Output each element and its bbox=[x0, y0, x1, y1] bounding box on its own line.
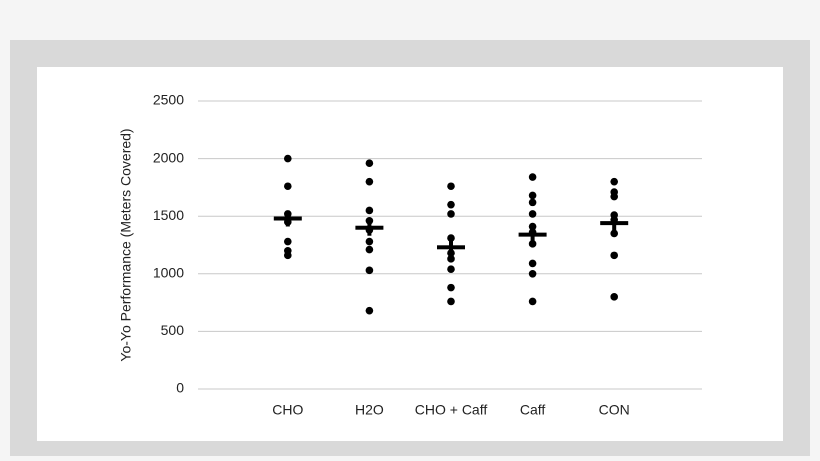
x-tick-label: Caff bbox=[520, 402, 546, 418]
data-point bbox=[365, 206, 374, 215]
data-point bbox=[284, 251, 292, 260]
data-point bbox=[284, 237, 292, 246]
data-point bbox=[610, 177, 618, 186]
data-point bbox=[610, 192, 618, 201]
data-point bbox=[447, 182, 455, 191]
data-point bbox=[528, 270, 537, 278]
data-point bbox=[447, 297, 455, 306]
data-point bbox=[528, 191, 537, 200]
mean-tick bbox=[530, 226, 535, 243]
data-point bbox=[528, 297, 537, 306]
x-tick-label: H2O bbox=[355, 402, 384, 418]
data-point bbox=[528, 259, 537, 268]
data-point bbox=[610, 251, 618, 260]
data-point bbox=[365, 266, 374, 275]
data-point bbox=[365, 306, 374, 315]
data-point bbox=[365, 177, 374, 186]
y-tick-label: 1500 bbox=[153, 207, 184, 223]
data-point bbox=[284, 154, 292, 163]
data-point bbox=[610, 229, 618, 238]
data-point bbox=[528, 173, 537, 181]
x-tick-label: CHO bbox=[272, 402, 303, 418]
data-point bbox=[528, 210, 537, 218]
mean-tick bbox=[367, 219, 372, 236]
data-point bbox=[447, 210, 455, 218]
y-tick-label: 2500 bbox=[153, 92, 184, 108]
data-point bbox=[365, 237, 374, 246]
data-point bbox=[528, 198, 537, 207]
x-tick-label: CON bbox=[599, 402, 630, 418]
data-point bbox=[447, 265, 455, 273]
data-point bbox=[284, 182, 292, 191]
data-point bbox=[365, 159, 374, 168]
data-point bbox=[610, 293, 618, 301]
mean-tick bbox=[612, 215, 617, 232]
data-point bbox=[365, 245, 374, 254]
data-point bbox=[447, 200, 455, 209]
mean-tick bbox=[449, 239, 453, 256]
y-tick-label: 500 bbox=[161, 322, 185, 338]
y-tick-label: 0 bbox=[176, 380, 184, 396]
plot-area bbox=[117, 92, 704, 419]
y-tick-label: 2000 bbox=[153, 149, 184, 165]
y-axis-label: Yo-Yo Performance (Meters Covered) bbox=[118, 128, 134, 361]
y-tick-label: 1000 bbox=[153, 265, 184, 281]
data-point bbox=[447, 255, 455, 263]
x-tick-label: CHO + Caff bbox=[415, 402, 488, 418]
data-point bbox=[447, 283, 455, 292]
mean-tick bbox=[285, 210, 290, 227]
